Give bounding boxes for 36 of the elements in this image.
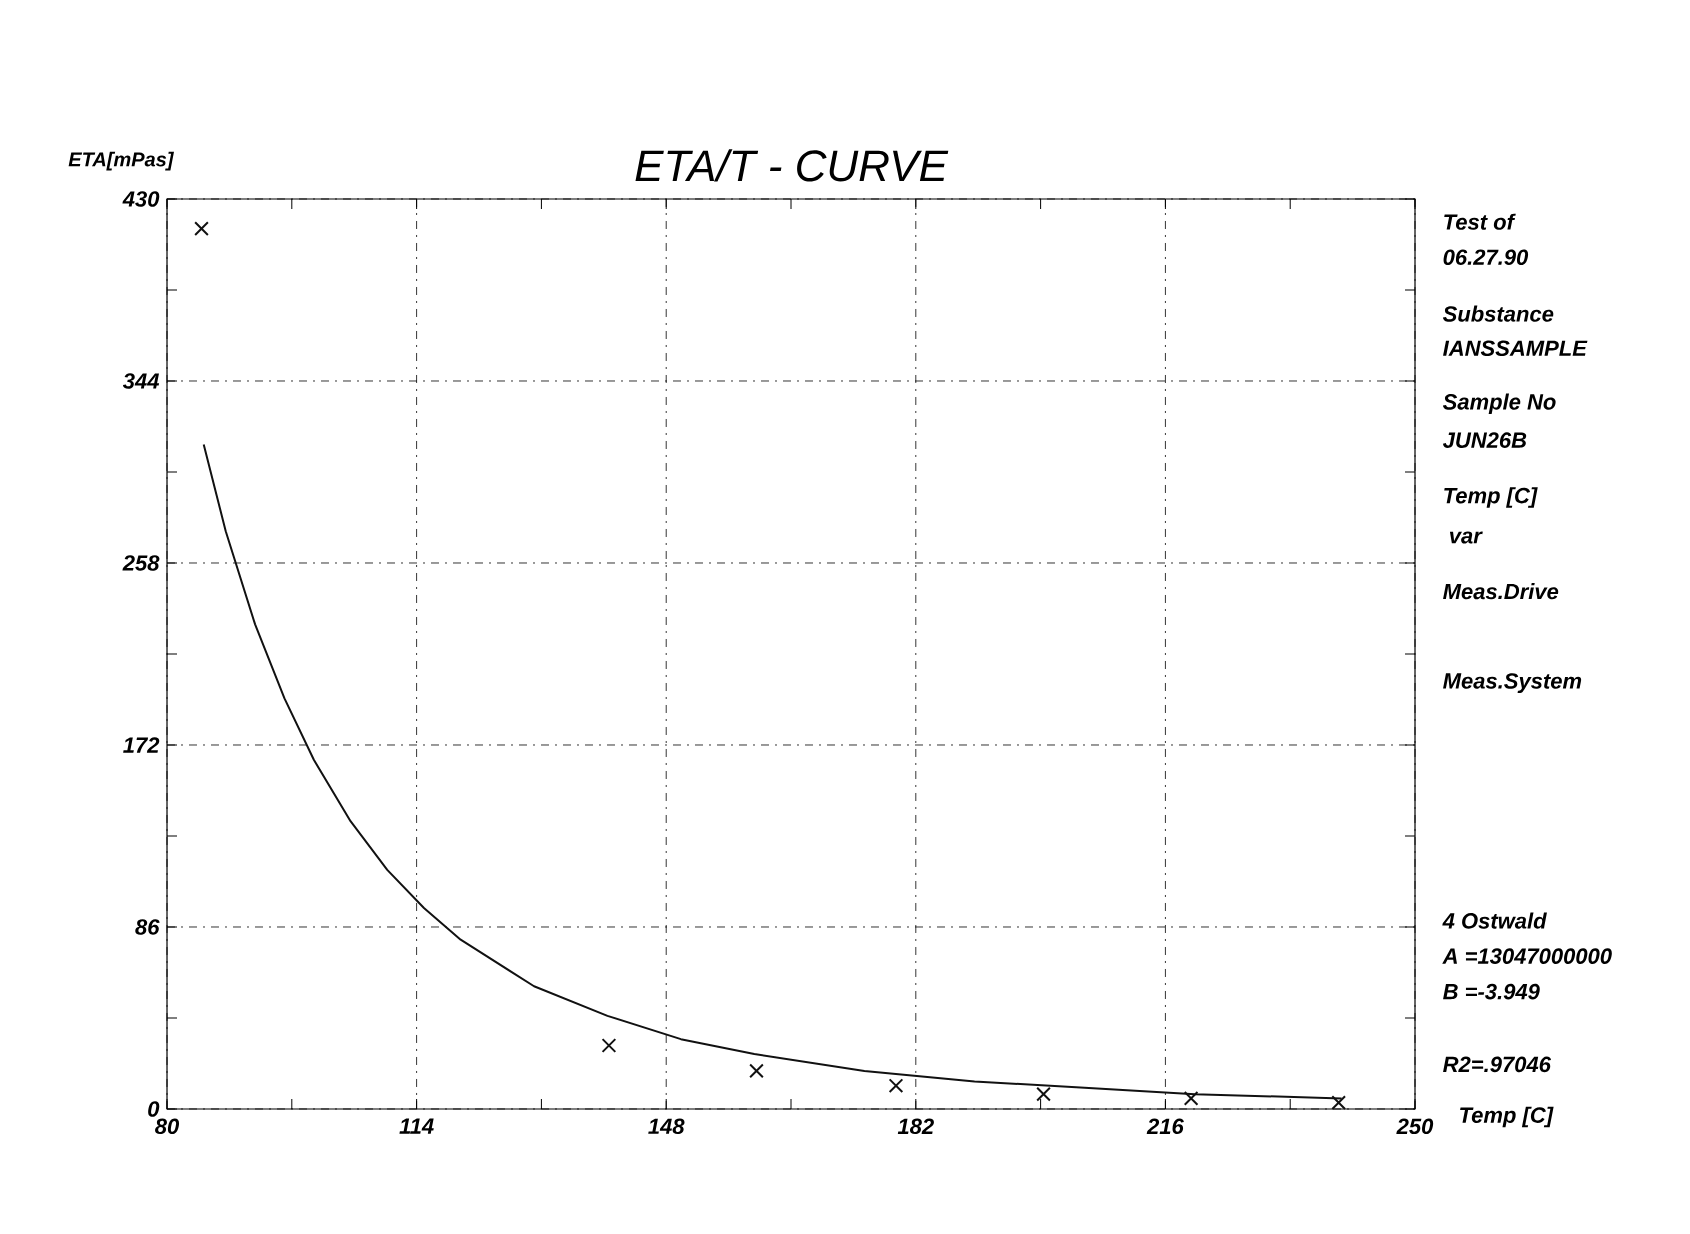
text: JUN26B	[1442, 432, 1527, 448]
x-tick-label: 182	[897, 1118, 934, 1135]
text: Meas.Drive	[1443, 583, 1559, 600]
text: 06.27.90	[1443, 249, 1529, 266]
text: Temp [C]	[1444, 487, 1538, 508]
text: B =-3.949	[1443, 983, 1540, 1000]
text: IANSSAMPLE	[1443, 340, 1588, 357]
point	[1036, 1086, 1051, 1102]
y-tick-label: 344	[122, 373, 160, 389]
x-axis-title: Temp [C]	[1460, 1106, 1554, 1128]
point	[1331, 1095, 1347, 1110]
text: Test of	[1444, 213, 1516, 230]
text: var	[1449, 531, 1483, 544]
y-tick-label: 430	[122, 191, 160, 207]
y-axis-title: ETA[mPas]	[68, 151, 175, 171]
point	[194, 221, 209, 236]
point	[1183, 1091, 1199, 1106]
y-tick-label: 172	[123, 737, 160, 753]
y-tick-label: 0	[148, 1101, 160, 1117]
point	[888, 1078, 904, 1094]
text: R2=.97046	[1443, 1056, 1552, 1073]
text: Meas.System	[1443, 673, 1582, 694]
text: Substance	[1442, 305, 1554, 322]
x-tick-label: 250	[1396, 1118, 1434, 1135]
x-tick-label: 80	[155, 1118, 180, 1135]
text: A =13047000000	[1442, 948, 1612, 964]
x-tick-label: 148	[648, 1118, 685, 1135]
text: 4 Ostwald	[1442, 912, 1547, 929]
x-tick-label: 114	[399, 1118, 434, 1134]
text: Sample No	[1442, 393, 1556, 414]
point	[601, 1038, 617, 1053]
y-tick-label: 86	[135, 919, 160, 935]
x-tick-label: 216	[1146, 1118, 1184, 1135]
chart-title: ETA/T - CURVE	[635, 149, 949, 182]
y-tick-label: 258	[122, 555, 160, 571]
point	[749, 1063, 764, 1079]
